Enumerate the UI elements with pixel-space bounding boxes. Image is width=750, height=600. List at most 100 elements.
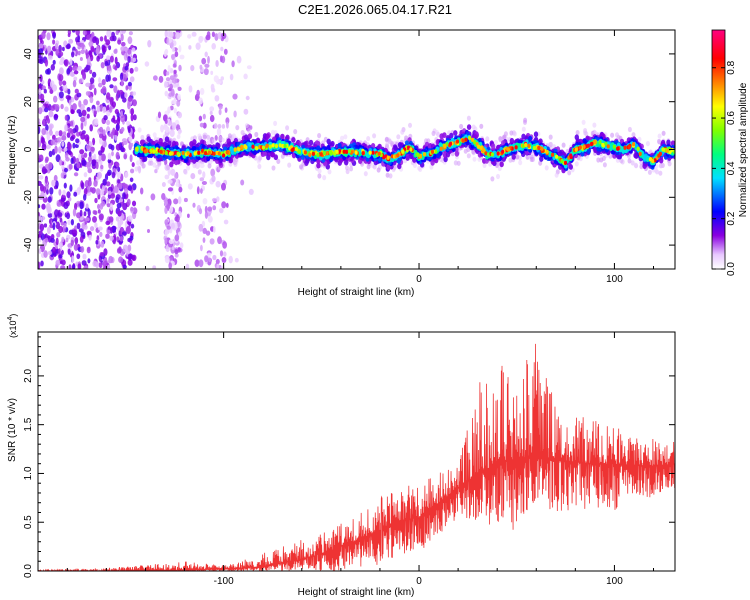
spectrogram-noise-cell	[67, 88, 71, 95]
spectrogram-noise-cell	[71, 255, 75, 263]
spectrogram-ridge-cell	[387, 138, 392, 145]
spectrogram-noise-cell	[204, 211, 208, 219]
spectrogram-noise-cell	[165, 127, 170, 133]
spectrogram-ridge-cell	[316, 145, 321, 151]
spectrogram-noise-cell	[106, 92, 111, 100]
spectrogram-noise-cell	[114, 134, 118, 141]
spectrogram-noise-cell	[49, 187, 54, 195]
spectrogram-noise-cell	[130, 108, 135, 115]
spectrogram-noise-cell	[105, 220, 111, 226]
spectrogram-noise-cell	[132, 255, 135, 261]
spectrogram-noise-cell	[121, 30, 127, 34]
spectrogram-noise-cell	[225, 202, 229, 208]
spectrogram-ridge-cell	[152, 132, 157, 138]
spectrogram-noise-cell	[52, 32, 56, 39]
spectrogram-noise-cell	[223, 251, 227, 257]
spectrogram-noise-cell	[95, 48, 100, 55]
spectrogram-noise-cell	[42, 186, 47, 194]
spectrogram-noise-cell	[45, 69, 50, 75]
spectrogram-noise-cell	[68, 99, 72, 106]
spectrogram-noise-cell	[90, 146, 95, 152]
spectrogram-noise-cell	[58, 44, 62, 53]
spectrogram-ridge-cell	[617, 153, 623, 160]
spectrogram-ridge-cell	[463, 148, 468, 154]
spectrogram-noise-cell	[147, 229, 150, 233]
spectrogram-noise-cell	[212, 205, 217, 211]
spectrogram-noise-cell	[69, 184, 73, 192]
spectrogram-noise-cell	[47, 55, 53, 61]
spectrogram-noise-cell	[98, 150, 103, 156]
spectrogram-noise-cell	[123, 153, 127, 160]
spectrogram-noise-cell	[119, 236, 124, 242]
spectrogram-noise-cell	[220, 76, 224, 81]
spectrogram-noise-cell	[145, 205, 150, 212]
spectrogram-noise-cell	[99, 36, 104, 42]
spectrogram-noise-cell	[231, 60, 235, 68]
spectrogram-noise-cell	[124, 92, 128, 98]
spectrogram-noise-cell	[107, 158, 112, 164]
spectrogram-noise-cell	[167, 30, 171, 38]
spectrogram-ridge-cell	[243, 134, 249, 141]
spectrogram-noise-cell	[80, 246, 85, 253]
spectrogram-noise-cell	[88, 151, 92, 158]
spectrogram-noise-cell	[124, 183, 129, 189]
spectrogram-noise-cell	[60, 260, 63, 265]
spectrogram-ridge-cell	[363, 171, 368, 177]
spectrogram-noise-cell	[73, 76, 78, 81]
spectrogram-noise-cell	[171, 122, 177, 130]
spectrogram-noise-cell	[72, 142, 76, 149]
spectrogram-noise-cell	[202, 227, 207, 234]
spectrogram-noise-cell	[174, 249, 179, 255]
spectrogram-noise-cell	[68, 264, 72, 269]
spectrogram-noise-cell	[127, 244, 132, 252]
spectrogram-noise-cell	[43, 88, 47, 94]
spectrogram-noise-cell	[216, 127, 222, 136]
spectrogram-noise-cell	[108, 255, 114, 264]
spectrogram-noise-cell	[211, 197, 218, 203]
spectrogram-noise-cell	[127, 81, 132, 87]
spectrogram-noise-cell	[70, 219, 74, 226]
spectrogram-noise-cell	[76, 109, 82, 114]
spectrogram-noise-cell	[121, 73, 127, 82]
spectrogram-noise-cell	[228, 255, 233, 264]
spectrogram-noise-cell	[172, 83, 177, 88]
spectrogram-noise-cell	[109, 55, 114, 63]
spectrogram-noise-cell	[102, 260, 108, 268]
spectrogram-noise-cell	[68, 38, 74, 44]
spectrogram-ridge-cell	[659, 157, 664, 164]
spectrogram-ridge-cell	[533, 131, 539, 138]
spectrogram-noise-cell	[78, 100, 82, 108]
spectrogram-ridge-cell	[139, 160, 144, 166]
spectrogram-ridge-cell	[619, 158, 624, 164]
spectrogram-noise-cell	[127, 101, 131, 110]
spectrogram-noise-cell	[55, 180, 59, 189]
spectrogram-noise-cell	[44, 237, 49, 243]
spectrogram-noise-cell	[202, 237, 206, 243]
spectrogram-noise-cell	[195, 42, 201, 50]
spectrogram-noise-cell	[177, 86, 182, 91]
spectrogram-noise-cell	[48, 162, 53, 170]
spectrogram-noise-cell	[107, 190, 112, 195]
spectrogram-noise-cell	[164, 229, 168, 237]
spectrogram-noise-cell	[74, 144, 79, 148]
spectrogram-noise-cell	[204, 63, 210, 68]
spectrogram-ridge-cell	[523, 117, 528, 123]
spectrogram-ridge-cell	[317, 168, 322, 174]
spectrogram-noise-cell	[204, 255, 209, 263]
spectrogram-ridge-cell	[327, 169, 332, 175]
spectrogram-noise-cell	[82, 30, 87, 36]
spectrogram-noise-cell	[45, 144, 51, 150]
spectrogram-noise-cell	[152, 265, 157, 269]
spectrogram-noise-cell	[110, 193, 116, 199]
spectrogram-noise-cell	[199, 163, 205, 169]
spectrogram-ridge-cell	[544, 165, 549, 171]
spectrogram-noise-cell	[168, 239, 174, 245]
spectrogram-ridge-cell	[384, 136, 389, 142]
spectrogram-noise-cell	[221, 124, 226, 129]
spectrogram-noise-cell	[63, 222, 67, 229]
spectrogram-noise-cell	[187, 183, 193, 190]
spectrogram-ridge-cell	[244, 123, 249, 129]
spectrogram-noise-cell	[91, 84, 95, 89]
spectrogram-noise-cell	[173, 198, 179, 205]
spectrogram-ridge-cell	[218, 135, 223, 142]
